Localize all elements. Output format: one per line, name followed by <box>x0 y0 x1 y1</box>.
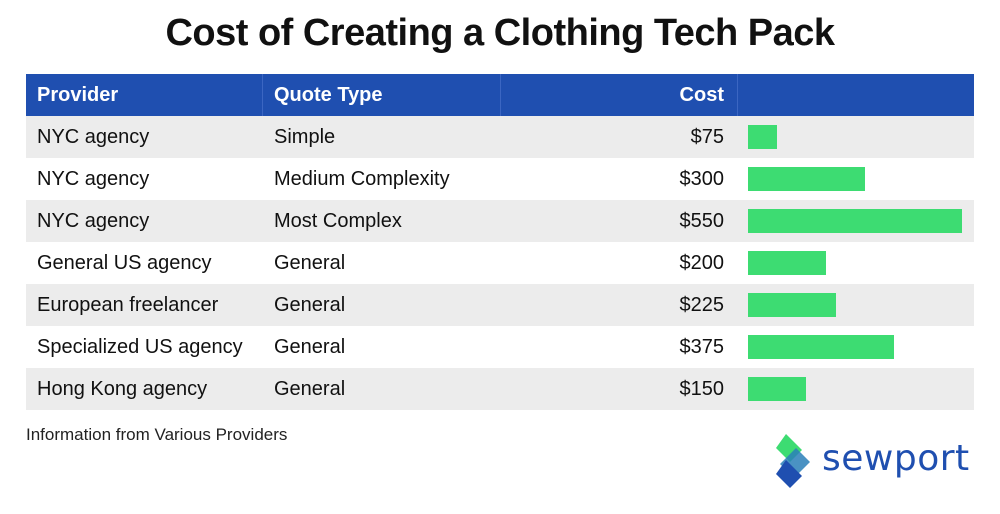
bar-area <box>748 158 962 200</box>
provider-cell: Specialized US agency <box>37 336 243 358</box>
cost-bar <box>748 335 894 359</box>
footnote: Information from Various Providers <box>26 425 288 444</box>
provider-cell: Hong Kong agency <box>37 378 208 400</box>
provider-cell: General US agency <box>37 252 212 274</box>
cost-cell: $550 <box>679 210 725 232</box>
bar-area <box>748 284 962 326</box>
cost-bar <box>748 209 962 233</box>
bar-area <box>748 368 962 410</box>
quote-type-cell: General <box>274 252 346 274</box>
cost-bar <box>748 293 836 317</box>
logo-text: sewport <box>822 438 970 479</box>
cost-cell: $375 <box>679 336 725 358</box>
quote-type-cell: General <box>274 294 346 316</box>
cost-bar <box>748 251 826 275</box>
table-row: NYC agency Most Complex $550 <box>26 200 974 242</box>
quote-type-cell: General <box>274 336 346 358</box>
header-divider <box>500 74 501 116</box>
header-quote-type: Quote Type <box>274 84 383 106</box>
provider-cell: NYC agency <box>37 126 150 148</box>
provider-cell: NYC agency <box>37 168 150 190</box>
bar-area <box>748 200 962 242</box>
header-cost: Cost <box>679 84 724 106</box>
cost-cell: $200 <box>679 252 725 274</box>
header-provider: Provider <box>37 84 119 106</box>
provider-cell: NYC agency <box>37 210 150 232</box>
provider-cell: European freelancer <box>37 294 219 316</box>
cost-cell: $150 <box>679 378 725 400</box>
table-row: European freelancer General $225 <box>26 284 974 326</box>
cost-bar <box>748 377 806 401</box>
table-header-row: Provider Quote Type Cost <box>26 74 974 116</box>
quote-type-cell: General <box>274 378 346 400</box>
quote-type-cell: Simple <box>274 126 336 148</box>
quote-type-cell: Most Complex <box>274 210 402 232</box>
sewport-logo: sewport <box>772 430 982 492</box>
bar-area <box>748 116 962 158</box>
chart-title: Cost of Creating a Clothing Tech Pack <box>165 12 835 54</box>
table-row: NYC agency Simple $75 <box>26 116 974 158</box>
quote-type-cell: Medium Complexity <box>274 168 450 190</box>
cost-cell: $300 <box>679 168 725 190</box>
sewport-logo-icon <box>776 434 810 488</box>
cost-bar <box>748 125 777 149</box>
cost-table: Provider Quote Type Cost NYC agency Simpl… <box>26 74 974 410</box>
table-body: NYC agency Simple $75 NYC agency Medium Comp… <box>26 116 974 410</box>
table-row: General US agency General $200 <box>26 242 974 284</box>
table-row: NYC agency Medium Complexity $300 <box>26 158 974 200</box>
bar-area <box>748 326 962 368</box>
table-row: Specialized US agency General $375 <box>26 326 974 368</box>
header-divider <box>737 74 738 116</box>
cost-cell: $225 <box>679 294 725 316</box>
bar-area <box>748 242 962 284</box>
header-divider <box>262 74 263 116</box>
cost-bar <box>748 167 865 191</box>
table-row: Hong Kong agency General $150 <box>26 368 974 410</box>
cost-cell: $75 <box>690 126 724 148</box>
